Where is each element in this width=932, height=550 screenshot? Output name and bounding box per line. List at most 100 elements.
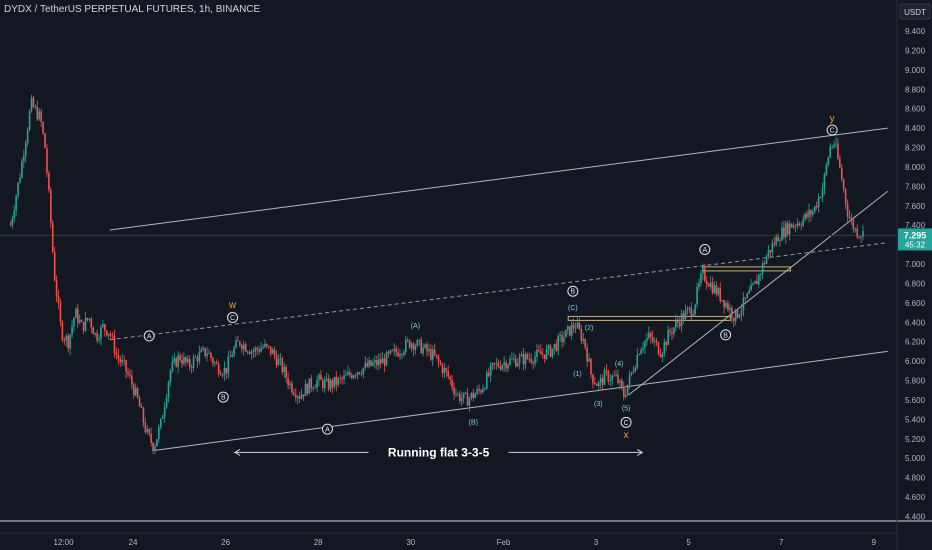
candle-body <box>663 341 666 354</box>
candle-body <box>459 393 461 401</box>
candle-body <box>634 367 637 372</box>
candle-body <box>98 339 100 341</box>
candle-body <box>848 216 851 219</box>
price-axis[interactable]: 9.400 9.200 9.000 8.800 8.600 8.400 8.200 8.000… <box>896 0 926 550</box>
candle-body <box>775 236 777 245</box>
candle-body <box>617 374 619 383</box>
candle-body <box>761 263 764 274</box>
candle-body <box>568 326 571 336</box>
candle-body <box>277 359 280 366</box>
candle-body <box>698 283 700 287</box>
candle-body <box>632 371 635 373</box>
candle-body <box>19 177 21 183</box>
candle-body <box>545 348 548 359</box>
candle-body <box>474 393 477 398</box>
candle-body <box>858 236 860 238</box>
candle-body <box>727 303 729 310</box>
candle-body <box>487 372 490 376</box>
candle-body <box>657 342 660 355</box>
candle-body <box>835 143 837 145</box>
candle-body <box>252 351 255 353</box>
candle-body <box>71 326 73 335</box>
candle-body <box>109 333 112 336</box>
candle-body <box>682 313 685 320</box>
candle-body <box>256 348 259 350</box>
candle-body <box>860 236 862 238</box>
candle-body <box>750 284 752 291</box>
candle-body <box>817 197 820 208</box>
time-tick-label: Feb <box>497 538 511 547</box>
candle-body <box>360 373 363 375</box>
candle-body <box>111 335 114 337</box>
candle-body <box>499 366 502 370</box>
candle-body <box>146 429 149 432</box>
candle-body <box>551 348 554 357</box>
candle-body <box>495 362 498 364</box>
candle-body <box>522 354 525 365</box>
candle-body <box>80 320 83 322</box>
candle-body <box>102 324 104 327</box>
candle-body <box>202 348 205 350</box>
candle-body <box>628 374 631 385</box>
candle-body <box>387 352 390 354</box>
candle-body <box>318 374 320 381</box>
candle-body <box>692 314 695 316</box>
candle-body <box>725 303 727 308</box>
candle-body <box>258 349 260 352</box>
sub-wave-label: (4) <box>615 361 624 368</box>
candle-body <box>773 243 776 245</box>
candle-body <box>758 274 760 285</box>
sub-wave-label: (2) <box>585 325 594 332</box>
candle-body <box>51 222 54 252</box>
candle-body <box>44 133 46 149</box>
candle-body <box>215 362 218 365</box>
candle-body <box>638 354 641 356</box>
candle-body <box>582 338 585 341</box>
candle-body <box>239 341 241 346</box>
currency-box <box>899 3 931 20</box>
trendline <box>153 350 888 451</box>
candle-body <box>831 146 833 148</box>
candle-body <box>271 349 274 354</box>
candle-body <box>507 364 509 369</box>
candle-body <box>470 392 473 399</box>
price-tick-label: 6.000 <box>905 357 926 366</box>
candle-body <box>339 378 341 379</box>
price-tick-label: 6.800 <box>905 279 926 288</box>
candle-body <box>65 335 68 341</box>
candle-body <box>67 335 69 349</box>
candle-body <box>580 328 583 341</box>
candle-body <box>765 256 768 264</box>
candle-body <box>188 358 191 368</box>
candle-body <box>302 394 305 397</box>
candle-body <box>840 167 843 180</box>
candle-body <box>381 358 384 364</box>
candle-body <box>347 372 349 375</box>
sub-wave-label: (3) <box>594 401 603 408</box>
candle-body <box>306 384 309 394</box>
candle-body <box>561 334 563 342</box>
candle-body <box>713 285 716 293</box>
candle-body <box>104 324 106 331</box>
candle-body <box>78 320 81 323</box>
candle-body <box>132 384 135 396</box>
candle-body <box>295 394 297 398</box>
currency-button[interactable]: USDT <box>899 3 931 20</box>
candle-body <box>293 392 295 395</box>
sub-wave-label: (1) <box>573 371 582 378</box>
candle-body <box>412 343 415 350</box>
candle-body <box>771 243 774 253</box>
candle-body <box>649 332 652 337</box>
candle-body <box>721 300 723 301</box>
wave-label-circle <box>567 285 579 297</box>
candle-body <box>59 302 62 323</box>
candle-body <box>410 343 413 348</box>
candle-body <box>852 219 855 230</box>
candle-body <box>825 164 828 174</box>
time-axis[interactable]: 12:00 24 26 28 30 Feb 3 5 7 9 <box>0 532 897 547</box>
price-tick-label: 7.400 <box>905 221 926 230</box>
candle-body <box>659 354 662 358</box>
dashed-channel-line <box>109 242 888 341</box>
candle-body <box>150 433 152 443</box>
